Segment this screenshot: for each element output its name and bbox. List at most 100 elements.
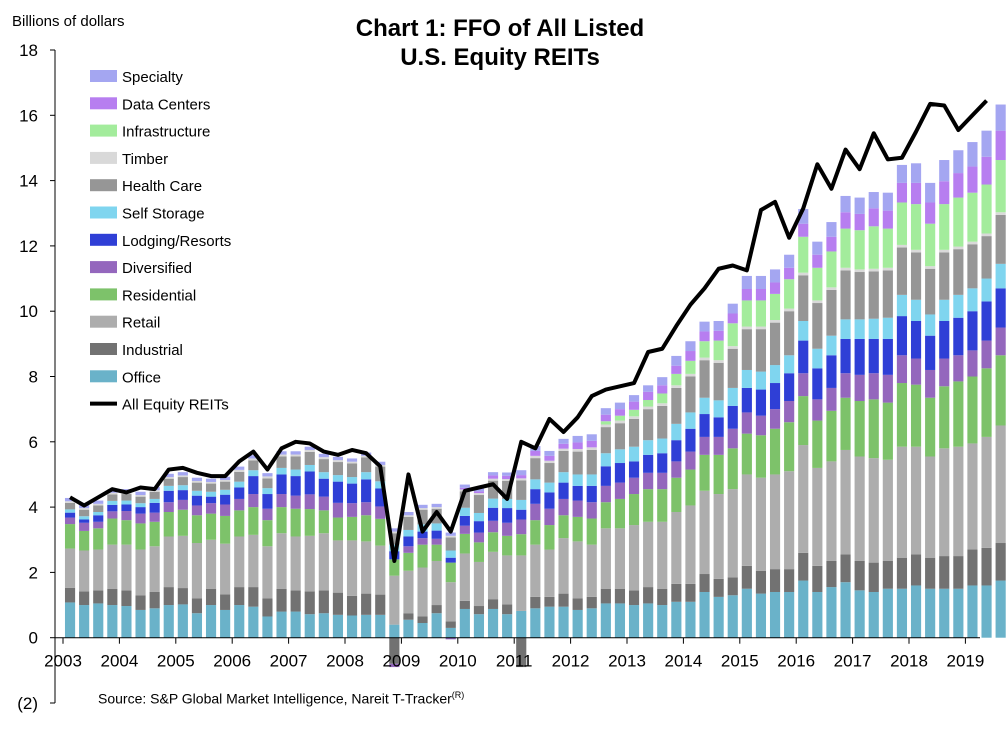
bar-segment xyxy=(925,456,936,558)
bar-segment xyxy=(967,311,978,351)
bar-segment xyxy=(276,588,287,612)
bar-segment xyxy=(812,591,823,638)
bar-segment xyxy=(614,423,626,450)
bar-segment xyxy=(332,502,344,518)
bar-segment xyxy=(685,428,696,452)
bar-segment xyxy=(840,373,851,398)
bar-segment xyxy=(403,512,414,516)
bar-segment xyxy=(699,414,710,437)
bar-segment xyxy=(995,263,1006,289)
x-tick-label: 2006 xyxy=(213,652,251,671)
bar-segment xyxy=(798,272,809,276)
bar-segment xyxy=(248,494,259,508)
bar-segment xyxy=(135,523,146,550)
bar-segment xyxy=(530,608,541,638)
y-tick-label: 18 xyxy=(19,41,38,60)
x-tick-label: 2015 xyxy=(721,652,759,671)
bar-segment xyxy=(64,524,76,549)
bar-segment xyxy=(939,321,950,359)
bar-segment xyxy=(896,355,908,384)
bar-segment xyxy=(699,357,710,361)
bar-segment xyxy=(713,417,724,437)
bar-segment xyxy=(530,503,541,521)
bar-segment xyxy=(234,469,245,472)
bar-segment xyxy=(332,517,344,541)
bar-segment xyxy=(177,499,188,510)
bar-segment xyxy=(177,490,188,500)
bar-segment xyxy=(939,556,950,589)
bar-segment xyxy=(487,472,499,476)
bar-segment xyxy=(995,327,1006,356)
bar-segment xyxy=(79,508,90,510)
bar-segment xyxy=(628,605,640,638)
bar-segment xyxy=(572,541,583,599)
bar-segment xyxy=(516,499,527,510)
bar-segment xyxy=(248,507,259,535)
bar-segment xyxy=(826,287,837,290)
y-tick-label: (2) xyxy=(17,694,38,713)
bar-segment xyxy=(530,458,541,480)
legend-swatch xyxy=(90,233,117,246)
bar-segment xyxy=(262,473,273,477)
bar-segment xyxy=(727,405,738,429)
bar-segment xyxy=(163,502,174,512)
bar-segment xyxy=(967,350,978,377)
bar-segment xyxy=(826,410,837,462)
bar-segment xyxy=(375,614,386,638)
bar-segment xyxy=(177,509,188,536)
bar-segment xyxy=(896,202,908,245)
legend-label: Infrastructure xyxy=(122,124,210,141)
bar-segment xyxy=(177,475,188,478)
bar-segment xyxy=(769,365,781,384)
bar-segment xyxy=(64,587,76,603)
bar-segment xyxy=(614,463,626,483)
bar-segment xyxy=(854,456,865,561)
bar-segment xyxy=(121,500,132,505)
bar-segment xyxy=(981,547,992,586)
bar-segment xyxy=(558,538,569,594)
bar-segment xyxy=(516,519,527,535)
bar-segment xyxy=(276,494,287,508)
bar-segment xyxy=(699,574,710,592)
bar-segment xyxy=(685,341,696,352)
bar-segment xyxy=(586,544,597,597)
bar-segment xyxy=(925,202,936,224)
bar-segment xyxy=(445,537,456,551)
bar-segment xyxy=(657,605,668,638)
bar-segment xyxy=(685,601,696,638)
bar-segment xyxy=(995,425,1006,544)
bar-segment xyxy=(882,560,893,589)
bar-segment xyxy=(868,399,879,459)
bar-segment xyxy=(699,341,710,358)
legend-label: Specialty xyxy=(122,69,183,86)
bar-segment xyxy=(389,533,400,545)
bar-segment xyxy=(981,340,992,369)
x-tick-label: 2014 xyxy=(664,652,702,671)
bar-segment xyxy=(925,182,936,203)
bar-segment xyxy=(516,509,527,520)
bar-segment xyxy=(896,588,908,638)
bar-segment xyxy=(205,605,217,638)
bar-segment xyxy=(741,275,752,289)
bar-segment xyxy=(925,397,936,457)
bar-segment xyxy=(445,562,456,583)
bar-segment xyxy=(699,321,710,332)
bar-segment xyxy=(713,360,724,363)
bar-segment xyxy=(234,471,245,482)
bar-segment xyxy=(389,531,400,534)
bar-segment xyxy=(516,475,527,479)
bar-segment xyxy=(671,583,682,602)
bar-segment xyxy=(854,269,865,273)
bar-segment xyxy=(755,570,767,594)
bar-segment xyxy=(910,163,922,183)
bar-segment xyxy=(220,594,231,610)
bar-segment xyxy=(544,549,555,597)
bar-segment xyxy=(769,569,781,592)
bar-segment xyxy=(910,204,922,250)
bar-segment xyxy=(445,550,456,558)
bar-segment xyxy=(530,479,541,490)
bar-segment xyxy=(671,477,682,512)
bar-segment xyxy=(614,449,626,464)
x-tick-label: 2013 xyxy=(608,652,646,671)
bar-segment xyxy=(361,479,372,503)
